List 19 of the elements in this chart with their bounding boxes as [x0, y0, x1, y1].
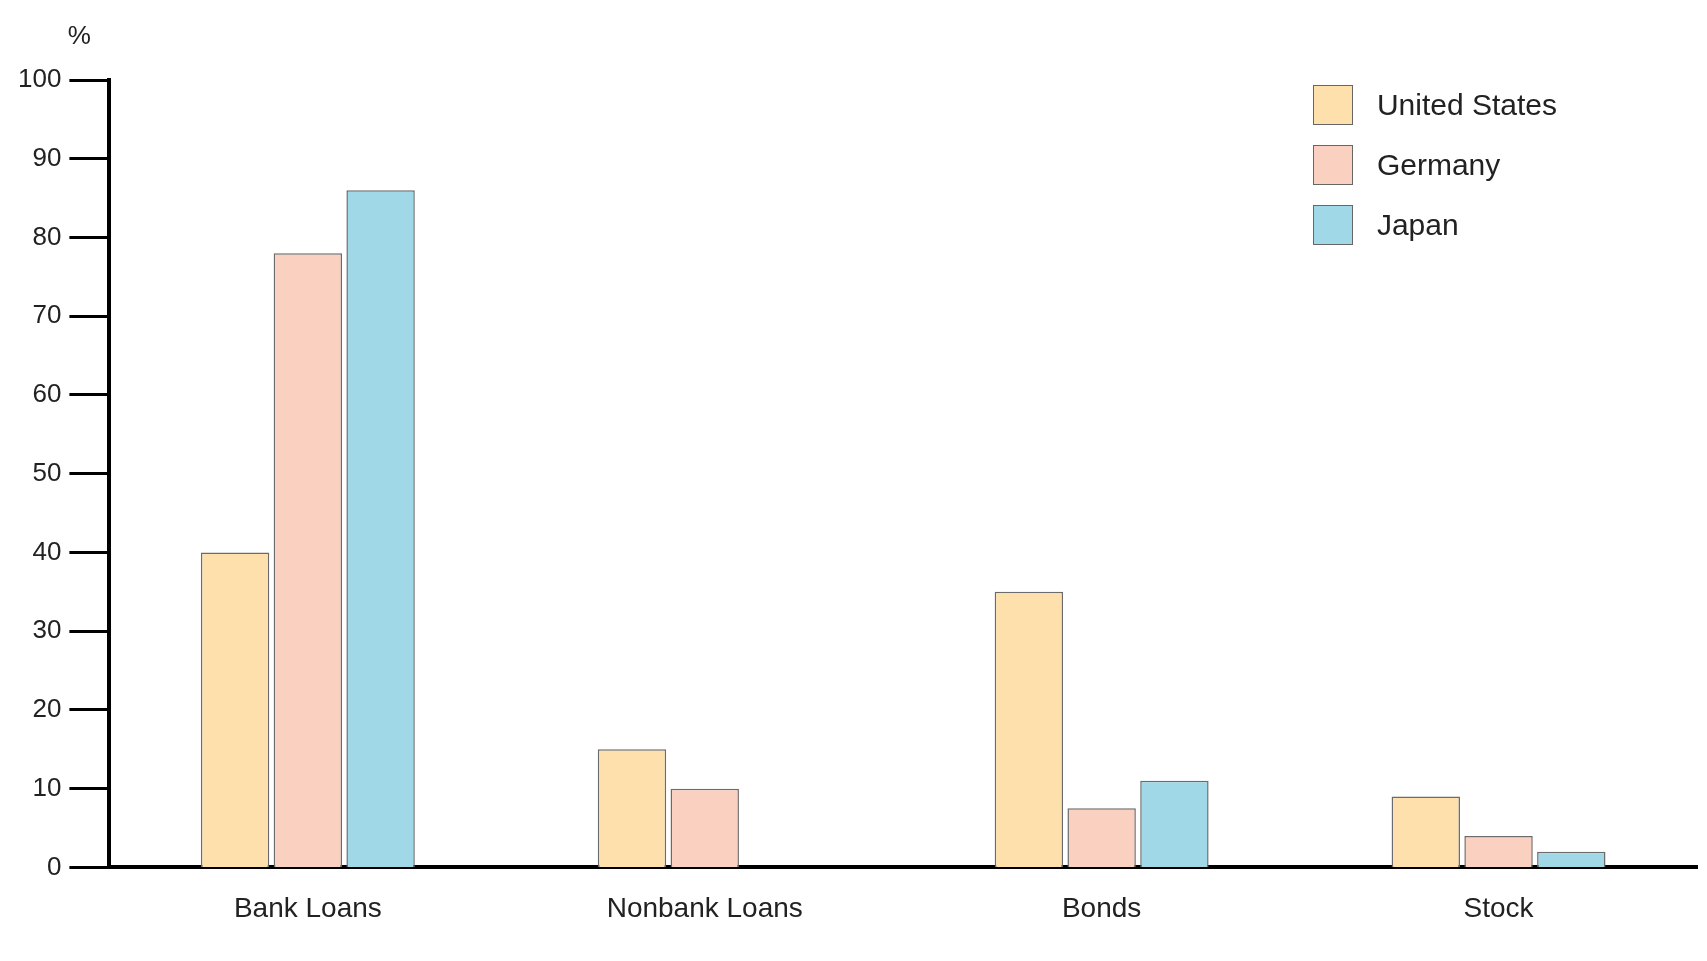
y-axis-title: %	[67, 20, 91, 51]
y-tick-label: 50	[32, 456, 62, 487]
x-tick-label: Bonds	[1061, 891, 1142, 923]
y-tick-label: 10	[32, 771, 62, 802]
y-tick-label: 20	[32, 693, 62, 724]
y-tick-label: 60	[32, 378, 62, 409]
x-tick-label: Bank Loans	[233, 891, 382, 923]
y-tick-label: 0	[46, 850, 62, 881]
x-tick-label: Nonbank Loans	[606, 891, 803, 923]
legend-label: Germany	[1376, 148, 1501, 182]
y-tick-label: 90	[32, 141, 62, 172]
y-tick-label: 30	[32, 614, 62, 645]
y-tick-label: 70	[32, 299, 62, 330]
x-tick-label: Stock	[1463, 891, 1535, 923]
y-tick-label: 40	[32, 535, 62, 566]
legend-label: Japan	[1376, 208, 1459, 242]
y-tick-label: 80	[32, 220, 62, 251]
y-tick-label: 100	[17, 63, 62, 94]
legend-label: United States	[1376, 88, 1557, 122]
